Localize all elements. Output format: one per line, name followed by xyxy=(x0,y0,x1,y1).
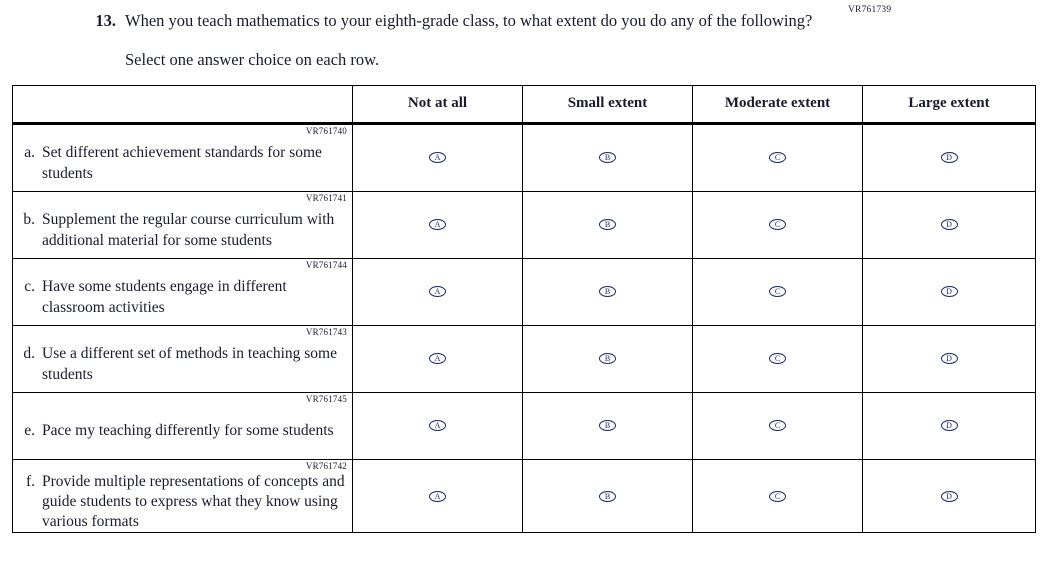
radio-bubble-a[interactable]: A xyxy=(429,420,446,432)
radio-bubble-b[interactable]: B xyxy=(599,152,616,164)
radio-bubble-d[interactable]: D xyxy=(940,286,958,298)
matrix-header-row: Not at all Small extent Moderate extent … xyxy=(12,84,1036,124)
stem-cell-d: VR761743 d. Use a different set of metho… xyxy=(12,324,353,393)
radio-bubble-a[interactable]: A xyxy=(429,286,446,298)
question-number: 13. xyxy=(95,11,116,30)
bubble-cell-e-not-at-all[interactable]: A xyxy=(352,391,523,460)
radio-bubble-d[interactable]: D xyxy=(940,490,958,502)
radio-bubble-a[interactable]: A xyxy=(429,152,446,164)
bubble-cell-e-small-extent[interactable]: B xyxy=(522,391,693,460)
stem-letter: d. xyxy=(23,345,35,363)
bubble-cell-f-moderate-extent[interactable]: C xyxy=(692,458,863,533)
matrix-table-wrap: Not at all Small extent Moderate extent … xyxy=(0,84,1047,533)
stem-cell-f: VR761742 f. Provide multiple representat… xyxy=(12,458,353,533)
bubble-cell-a-not-at-all[interactable]: A xyxy=(352,121,523,192)
question-item-code: VR761739 xyxy=(848,5,892,15)
radio-bubble-b[interactable]: B xyxy=(599,286,616,298)
matrix-body: VR761740 a. Set different achievement st… xyxy=(12,121,1036,533)
bubble-cell-b-not-at-all[interactable]: A xyxy=(352,190,523,259)
radio-bubble-c[interactable]: C xyxy=(769,152,786,164)
stem-label: Supplement the regular course curriculum… xyxy=(42,211,335,249)
table-row: VR761745 e. Pace my teaching differently… xyxy=(12,391,1036,460)
stem-letter: c. xyxy=(24,278,35,296)
stem-cell-e: VR761745 e. Pace my teaching differently… xyxy=(12,391,353,460)
bubble-cell-a-small-extent[interactable]: B xyxy=(522,121,693,192)
stem-label: Use a different set of methods in teachi… xyxy=(42,345,337,383)
stem-column-header xyxy=(12,84,353,124)
bubble-cell-c-not-at-all[interactable]: A xyxy=(352,257,523,326)
stem-item-code: VR761740 xyxy=(305,125,347,136)
radio-bubble-c[interactable]: C xyxy=(769,420,786,432)
bubble-cell-d-small-extent[interactable]: B xyxy=(522,324,693,393)
bubble-cell-d-large-extent[interactable]: D xyxy=(862,324,1036,393)
column-header-small-extent: Small extent xyxy=(522,84,693,124)
table-row: VR761743 d. Use a different set of metho… xyxy=(12,324,1036,393)
radio-bubble-a[interactable]: A xyxy=(429,219,446,231)
question-block: VR761739 13. When you teach mathematics … xyxy=(0,0,1047,71)
bubble-cell-b-moderate-extent[interactable]: C xyxy=(692,190,863,259)
radio-bubble-c[interactable]: C xyxy=(769,490,786,502)
table-row: VR761742 f. Provide multiple representat… xyxy=(12,458,1036,533)
bubble-cell-a-moderate-extent[interactable]: C xyxy=(692,121,863,192)
radio-bubble-b[interactable]: B xyxy=(599,420,616,432)
bubble-cell-e-large-extent[interactable]: D xyxy=(862,391,1036,460)
stem-item-code: VR761741 xyxy=(305,192,347,203)
bubble-cell-b-small-extent[interactable]: B xyxy=(522,190,693,259)
stem-letter: b. xyxy=(23,211,35,229)
radio-bubble-b[interactable]: B xyxy=(599,353,616,365)
table-row: VR761741 b. Supplement the regular cours… xyxy=(12,190,1036,259)
question-prompt: 13. When you teach mathematics to your e… xyxy=(0,10,1047,32)
stem-item-code: VR761742 xyxy=(305,460,347,471)
stem-item-code: VR761744 xyxy=(305,259,347,270)
bubble-cell-c-large-extent[interactable]: D xyxy=(862,257,1036,326)
table-row: VR761744 c. Have some students engage in… xyxy=(12,257,1036,326)
response-matrix-table: Not at all Small extent Moderate extent … xyxy=(12,84,1036,533)
stem-item-code: VR761745 xyxy=(305,393,347,404)
stem-cell-b: VR761741 b. Supplement the regular cours… xyxy=(12,190,353,259)
radio-bubble-c[interactable]: C xyxy=(769,353,786,365)
radio-bubble-d[interactable]: D xyxy=(940,219,958,231)
bubble-cell-c-moderate-extent[interactable]: C xyxy=(692,257,863,326)
stem-label: Pace my teaching differently for some st… xyxy=(42,422,334,440)
stem-letter: a. xyxy=(24,144,35,162)
bubble-cell-d-not-at-all[interactable]: A xyxy=(352,324,523,393)
radio-bubble-d[interactable]: D xyxy=(940,152,958,164)
radio-bubble-b[interactable]: B xyxy=(599,219,616,231)
radio-bubble-c[interactable]: C xyxy=(769,286,786,298)
column-header-not-at-all: Not at all xyxy=(352,84,523,124)
radio-bubble-a[interactable]: A xyxy=(429,490,446,502)
question-text: When you teach mathematics to your eight… xyxy=(125,11,813,30)
stem-letter: f. xyxy=(25,472,35,490)
matrix-header: Not at all Small extent Moderate extent … xyxy=(12,84,1036,124)
bubble-cell-f-small-extent[interactable]: B xyxy=(522,458,693,533)
radio-bubble-c[interactable]: C xyxy=(769,219,786,231)
bubble-cell-a-large-extent[interactable]: D xyxy=(862,121,1036,192)
radio-bubble-d[interactable]: D xyxy=(940,353,958,365)
radio-bubble-b[interactable]: B xyxy=(599,490,616,502)
bubble-cell-d-moderate-extent[interactable]: C xyxy=(692,324,863,393)
stem-label: Have some students engage in different c… xyxy=(42,278,287,316)
column-header-moderate-extent: Moderate extent xyxy=(692,84,863,124)
stem-cell-c: VR761744 c. Have some students engage in… xyxy=(12,257,353,326)
bubble-cell-c-small-extent[interactable]: B xyxy=(522,257,693,326)
stem-label: Set different achievement standards for … xyxy=(42,144,322,182)
bubble-cell-e-moderate-extent[interactable]: C xyxy=(692,391,863,460)
column-header-large-extent: Large extent xyxy=(862,84,1036,124)
stem-label: Provide multiple representations of conc… xyxy=(42,472,345,530)
bubble-cell-f-large-extent[interactable]: D xyxy=(862,458,1036,533)
table-row: VR761740 a. Set different achievement st… xyxy=(12,121,1036,192)
bubble-cell-b-large-extent[interactable]: D xyxy=(862,190,1036,259)
radio-bubble-a[interactable]: A xyxy=(429,353,446,365)
stem-item-code: VR761743 xyxy=(305,326,347,337)
question-instruction: Select one answer choice on each row. xyxy=(125,49,380,69)
radio-bubble-d[interactable]: D xyxy=(940,420,958,432)
bubble-cell-f-not-at-all[interactable]: A xyxy=(352,458,523,533)
stem-cell-a: VR761740 a. Set different achievement st… xyxy=(12,121,353,192)
stem-letter: e. xyxy=(24,422,35,440)
